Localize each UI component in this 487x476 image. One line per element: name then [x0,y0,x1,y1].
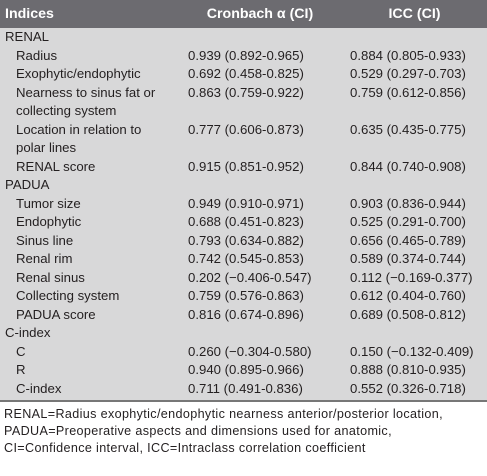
section-title: PADUA [5,177,50,192]
icc-value: 0.112 (−0.169-0.377) [350,269,473,285]
cronbach-value: 0.742 (0.545-0.853) [188,251,304,266]
cronbach-value: 0.759 (0.576-0.863) [188,288,304,303]
icc-value: 0.552 (0.326-0.718) [342,379,487,402]
icc-value: 0.689 (0.508-0.812) [350,306,466,322]
table-row: Nearness to sinus fat or collecting syst… [0,83,487,121]
table-row: C 0.260 (−0.304-0.580) 0.150 (−0.132-0.409… [0,342,487,361]
table-row: Sinus line 0.793 (0.634-0.882) 0.656 (0.46… [0,231,487,250]
table-row: Endophytic 0.688 (0.451-0.823) 0.525 (0.29… [0,213,487,232]
row-label: Exophytic/endophytic [16,66,141,81]
cronbach-value: 0.793 (0.634-0.882) [188,232,304,248]
icc-value: 0.150 (−0.132-0.409) [350,343,474,359]
section-title: C-index [5,325,51,340]
row-label: Collecting system [16,288,120,303]
cronbach-value: 0.949 (0.910-0.971) [188,195,304,211]
row-label: Sinus line [16,232,74,248]
icc-value: 0.529 (0.297-0.703) [350,66,466,81]
icc-value: 0.589 (0.374-0.744) [350,251,466,266]
cronbach-value: 0.260 (−0.304-0.580) [188,343,312,359]
row-label: RENAL score [16,158,96,174]
row-label: PADUA score [16,306,96,322]
table-row: RENAL score 0.915 (0.851-0.952) 0.844 (0.7… [0,157,487,176]
header-icc: ICC (CI) [342,0,487,28]
icc-value: 0.635 (0.435-0.775) [350,121,466,137]
icc-value: 0.888 (0.810-0.935) [350,362,466,377]
cronbach-value: 0.863 (0.759-0.922) [188,84,304,100]
cronbach-value: 0.692 (0.458-0.825) [188,66,304,81]
cronbach-value: 0.202 (−0.406-0.547) [188,269,312,285]
row-label: Location in relation to polar lines [16,121,142,156]
table-body: RENAL Radius 0.939 (0.892-0.965) 0.884 (0.8… [0,28,487,402]
icc-value: 0.903 (0.836-0.944) [350,195,466,211]
table-row: Renal sinus 0.202 (−0.406-0.547) 0.112 (−0… [0,268,487,287]
cronbach-value: 0.688 (0.451-0.823) [188,214,304,229]
icc-value: 0.612 (0.404-0.760) [350,288,466,303]
table-row: Collecting system 0.759 (0.576-0.863) 0.61… [0,287,487,306]
table-header: Indices Cronbach α (CI) ICC (CI) [0,0,487,28]
table-row: Exophytic/endophytic 0.692 (0.458-0.825) 0… [0,65,487,84]
row-label: R [16,362,26,377]
row-label: Radius [16,47,58,63]
section-row: RENAL [0,28,487,47]
header-indices: Indices [0,0,178,28]
icc-value: 0.844 (0.740-0.908) [350,158,466,174]
table-row: Radius 0.939 (0.892-0.965) 0.884 (0.805-0.… [0,46,487,65]
row-label: Nearness to sinus fat or collecting syst… [16,84,156,119]
header-row: Indices Cronbach α (CI) ICC (CI) [0,0,487,28]
table-row: Renal rim 0.742 (0.545-0.853) 0.589 (0.374… [0,250,487,269]
icc-value: 0.884 (0.805-0.933) [350,47,466,63]
table-container: Indices Cronbach α (CI) ICC (CI) RENAL Ra… [0,0,487,455]
table-row: C-index 0.711 (0.491-0.836) 0.552 (0.326-0… [0,379,487,402]
icc-value: 0.525 (0.291-0.700) [350,214,466,229]
row-label: C-index [0,379,178,402]
icc-value: 0.759 (0.612-0.856) [350,84,466,100]
section-row: PADUA [0,176,487,195]
cronbach-value: 0.915 (0.851-0.952) [188,158,304,174]
section-title: RENAL [5,29,49,44]
reliability-table: Indices Cronbach α (CI) ICC (CI) RENAL Ra… [0,0,487,402]
row-label: C [16,343,26,359]
cronbach-value: 0.940 (0.895-0.966) [188,362,304,377]
row-label: Renal rim [16,251,73,266]
row-label: Endophytic [16,214,82,229]
table-row: Tumor size 0.949 (0.910-0.971) 0.903 (0.83… [0,194,487,213]
table-row: R 0.940 (0.895-0.966) 0.888 (0.810-0.935) [0,361,487,380]
cronbach-value: 0.777 (0.606-0.873) [188,121,304,137]
section-row: C-index [0,324,487,343]
cronbach-value: 0.939 (0.892-0.965) [188,47,304,63]
table-footnote: RENAL=Radius exophytic/endophytic nearne… [4,407,443,455]
cronbach-value: 0.816 (0.674-0.896) [188,306,304,322]
header-cronbach: Cronbach α (CI) [178,0,342,28]
icc-value: 0.656 (0.465-0.789) [350,232,466,248]
row-label: Renal sinus [16,269,85,285]
cronbach-value: 0.711 (0.491-0.836) [178,379,342,402]
table-row: Location in relation to polar lines 0.777… [0,120,487,158]
row-label: Tumor size [16,195,81,211]
table-row: PADUA score 0.816 (0.674-0.896) 0.689 (0.5… [0,305,487,324]
